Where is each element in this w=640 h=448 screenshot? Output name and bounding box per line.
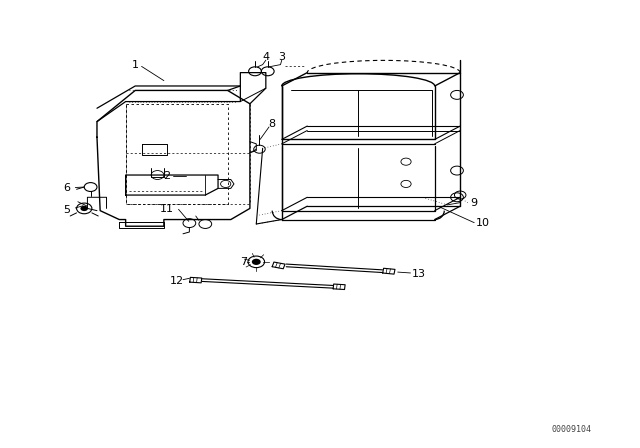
Text: 1: 1 [132,60,139,69]
Text: 11: 11 [160,204,174,214]
Text: 13: 13 [412,269,426,279]
Text: 4: 4 [262,52,269,62]
Text: 3: 3 [278,52,285,62]
Text: 9: 9 [470,198,478,207]
Text: 6: 6 [63,183,70,194]
Text: 10: 10 [476,218,490,228]
Text: 5: 5 [63,205,70,215]
Circle shape [81,206,88,211]
Text: 2: 2 [163,172,171,181]
Text: 12: 12 [170,276,184,286]
Circle shape [252,259,260,265]
Text: 00009104: 00009104 [552,425,592,434]
Text: 8: 8 [269,119,276,129]
Text: 7: 7 [240,257,247,267]
